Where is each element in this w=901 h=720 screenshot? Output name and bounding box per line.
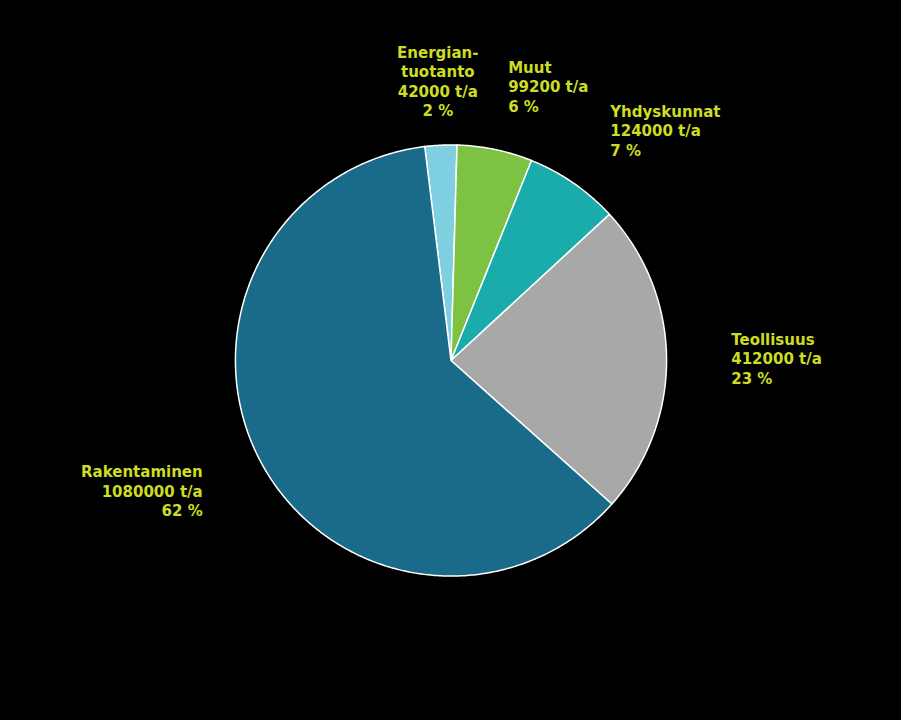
- svg-text:Teollisuus412000 t/a23 %: Teollisuus412000 t/a23 %: [731, 331, 822, 388]
- svg-text:Energian-tuotanto42000 t/a2 %: Energian-tuotanto42000 t/a2 %: [397, 44, 478, 121]
- svg-text:Muut99200 t/a6 %: Muut99200 t/a6 %: [508, 59, 588, 116]
- svg-text:Rakentaminen1080000 t/a62 %: Rakentaminen1080000 t/a62 %: [81, 463, 203, 520]
- svg-text:Yhdyskunnat124000 t/a7 %: Yhdyskunnat124000 t/a7 %: [609, 103, 720, 160]
